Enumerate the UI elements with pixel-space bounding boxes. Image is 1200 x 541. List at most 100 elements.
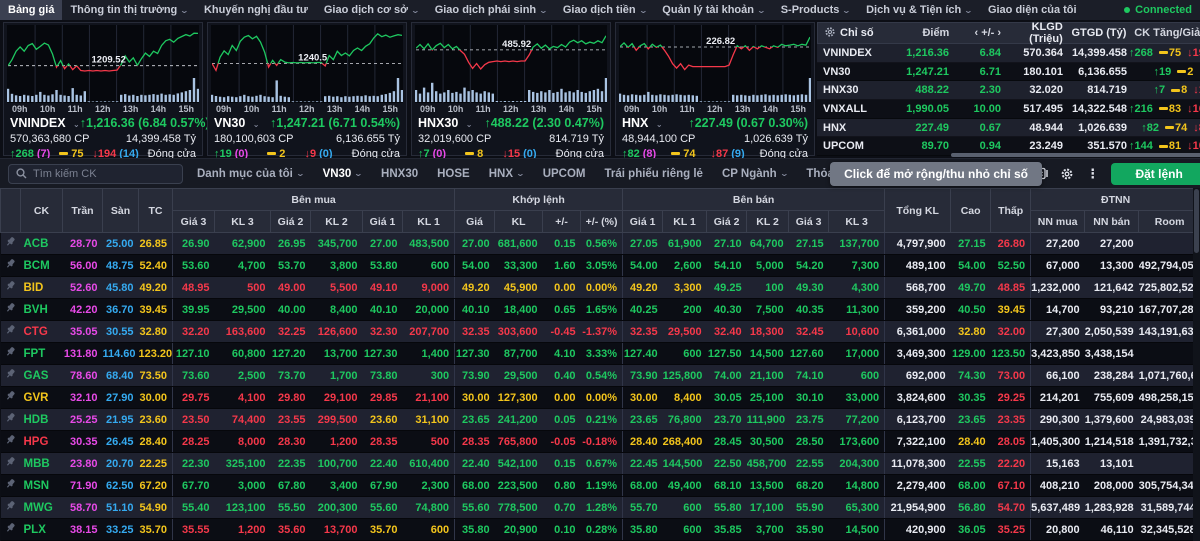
index-row-vnxall[interactable]: VNXALL 1,990.05 10.00 517.495 14,322.548… (817, 100, 1200, 119)
ask-price-2[interactable]: 32.40 (707, 321, 747, 343)
bid-price-1[interactable]: 67.90 (363, 475, 403, 497)
ask-price-2[interactable]: 27.10 (707, 233, 747, 255)
bid-price-3[interactable]: 23.50 (173, 409, 215, 431)
bid-price-3[interactable]: 28.25 (173, 431, 215, 453)
ask-price-1[interactable]: 23.65 (623, 409, 663, 431)
bid-price-1[interactable]: 73.80 (363, 365, 403, 387)
index-name[interactable]: HNX ⌄ (622, 116, 663, 130)
ticker-cell[interactable]: PLX (21, 519, 63, 541)
ask-price-1[interactable]: 127.40 (623, 343, 663, 365)
bid-price-2[interactable]: 127.20 (271, 343, 311, 365)
nav-item-thong-tin-thi-truong[interactable]: Thông tin thị trường⌄ (62, 0, 196, 20)
ask-price-2[interactable]: 55.80 (707, 497, 747, 519)
pin-icon[interactable] (1, 365, 21, 387)
tab-cp-nganh[interactable]: CP Ngành⌄ (722, 168, 787, 180)
nav-item-giao-dich-tien[interactable]: Giao dịch tiền⌄ (555, 0, 654, 20)
bid-price-2[interactable]: 29.80 (271, 387, 311, 409)
pin-icon[interactable] (1, 475, 21, 497)
bid-price-1[interactable]: 27.00 (363, 233, 403, 255)
bid-price-1[interactable]: 29.85 (363, 387, 403, 409)
match-price[interactable]: 68.00 (455, 475, 495, 497)
tab-trai-phieu-rieng-le[interactable]: Trái phiếu riêng lẻ (605, 168, 703, 180)
tab-upcom[interactable]: UPCOM (543, 168, 586, 180)
match-price[interactable]: 23.65 (455, 409, 495, 431)
index-row-hnx30[interactable]: HNX30 488.22 2.30 32.020 814.719 ↑7 8 ↓1… (817, 81, 1200, 100)
ask-price-1[interactable]: 27.05 (623, 233, 663, 255)
bid-price-2[interactable]: 28.30 (271, 431, 311, 453)
scrollbar-thumb[interactable] (1194, 189, 1199, 253)
ticker-cell[interactable]: CTG (21, 321, 63, 343)
nav-item-dich-vu-tien-ich[interactable]: Dịch vụ & Tiện ích⌄ (858, 0, 980, 20)
bid-price-3[interactable]: 32.20 (173, 321, 215, 343)
ask-price-3[interactable]: 28.50 (789, 431, 829, 453)
nav-item-khuyen-nghi-au-tu[interactable]: Khuyến nghị đầu tư (196, 0, 316, 20)
bid-price-3[interactable]: 26.90 (173, 233, 215, 255)
pin-icon[interactable] (1, 255, 21, 277)
ticker-cell[interactable]: BCM (21, 255, 63, 277)
index-row-vn30[interactable]: VN30 1,247.21 6.71 180.101 6,136.655 ↑19… (817, 63, 1200, 82)
ask-price-3[interactable]: 27.15 (789, 233, 829, 255)
nav-item-s-products[interactable]: S-Products⌄ (773, 0, 858, 20)
nav-item-giao-dich-co-so[interactable]: Giao dịch cơ sở⌄ (316, 0, 427, 20)
tab-hose[interactable]: HOSE (437, 168, 470, 180)
bid-price-3[interactable]: 48.95 (173, 277, 215, 299)
pin-icon[interactable] (1, 233, 21, 255)
ask-price-3[interactable]: 22.55 (789, 453, 829, 475)
ticker-cell[interactable]: BVH (21, 299, 63, 321)
bid-price-1[interactable]: 40.10 (363, 299, 403, 321)
match-price[interactable]: 22.40 (455, 453, 495, 475)
bid-price-2[interactable]: 53.70 (271, 255, 311, 277)
search-input[interactable] (33, 168, 175, 180)
index-name[interactable]: HNX30 ⌄ (418, 116, 472, 130)
pin-icon[interactable] (1, 321, 21, 343)
bid-price-2[interactable]: 22.35 (271, 453, 311, 475)
gear-icon[interactable] (1060, 167, 1074, 181)
match-price[interactable]: 54.00 (455, 255, 495, 277)
ask-price-3[interactable]: 54.20 (789, 255, 829, 277)
bid-price-1[interactable]: 23.60 (363, 409, 403, 431)
pin-icon[interactable] (1, 409, 21, 431)
ask-price-3[interactable]: 49.30 (789, 277, 829, 299)
nav-item-giao-dich-phai-sinh[interactable]: Giao dịch phái sinh⌄ (427, 0, 555, 20)
bid-price-1[interactable]: 32.30 (363, 321, 403, 343)
bid-price-2[interactable]: 55.50 (271, 497, 311, 519)
bid-price-3[interactable]: 67.70 (173, 475, 215, 497)
search-box[interactable] (8, 164, 183, 184)
match-price[interactable]: 40.10 (455, 299, 495, 321)
ask-price-1[interactable]: 22.45 (623, 453, 663, 475)
bid-price-1[interactable]: 53.80 (363, 255, 403, 277)
match-price[interactable]: 28.35 (455, 431, 495, 453)
ticker-cell[interactable]: GVR (21, 387, 63, 409)
ask-price-3[interactable]: 30.10 (789, 387, 829, 409)
col-ck[interactable]: CK (21, 189, 63, 233)
ask-price-2[interactable]: 30.05 (707, 387, 747, 409)
ticker-cell[interactable]: MSN (21, 475, 63, 497)
bid-price-2[interactable]: 35.60 (271, 519, 311, 541)
ask-price-1[interactable]: 35.80 (623, 519, 663, 541)
bid-price-3[interactable]: 73.60 (173, 365, 215, 387)
index-name[interactable]: VNINDEX ⌄ (10, 116, 80, 130)
ticker-cell[interactable]: HDB (21, 409, 63, 431)
ask-price-2[interactable]: 127.50 (707, 343, 747, 365)
nav-item-bang-gia[interactable]: Bảng giá (0, 0, 62, 20)
gear-icon[interactable] (824, 26, 836, 41)
pin-icon[interactable] (1, 387, 21, 409)
tab-vn30[interactable]: VN30⌄ (323, 168, 362, 180)
ask-price-3[interactable]: 55.90 (789, 497, 829, 519)
board-vertical-scrollbar[interactable] (1193, 188, 1200, 541)
ticker-cell[interactable]: FPT (21, 343, 63, 365)
ask-price-2[interactable]: 35.85 (707, 519, 747, 541)
ask-price-2[interactable]: 74.00 (707, 365, 747, 387)
pin-icon[interactable] (1, 497, 21, 519)
bid-price-3[interactable]: 22.30 (173, 453, 215, 475)
ask-price-1[interactable]: 40.25 (623, 299, 663, 321)
index-row-vnindex[interactable]: VNINDEX 1,216.36 6.84 570.364 14,399.458… (817, 44, 1200, 63)
bid-price-2[interactable]: 32.25 (271, 321, 311, 343)
ask-price-1[interactable]: 28.40 (623, 431, 663, 453)
ask-price-1[interactable]: 30.00 (623, 387, 663, 409)
ask-price-2[interactable]: 54.10 (707, 255, 747, 277)
ticker-cell[interactable]: MWG (21, 497, 63, 519)
pin-icon[interactable] (1, 299, 21, 321)
bid-price-2[interactable]: 73.70 (271, 365, 311, 387)
ticker-cell[interactable]: HPG (21, 431, 63, 453)
